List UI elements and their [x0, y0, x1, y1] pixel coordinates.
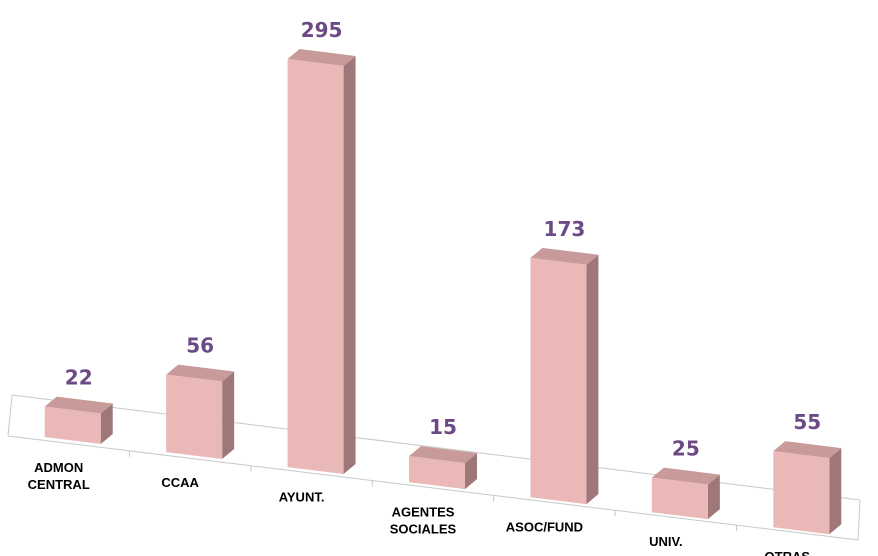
bar-top: [287, 49, 356, 66]
bar-front: [773, 451, 830, 535]
bar-top: [773, 441, 842, 459]
bar-value-label: 22: [65, 366, 93, 390]
bars-group: [44, 49, 842, 535]
bar-front: [530, 257, 587, 505]
floor-left-edge: [7, 394, 13, 437]
bar-top: [409, 446, 477, 464]
category-label-line: CENTRAL: [28, 477, 90, 492]
category-label-line: AGENTES: [392, 504, 455, 519]
bar-front: [166, 374, 223, 460]
category-label-line: UNIV.: [649, 534, 682, 549]
category-label-line: ASOC/FUND: [506, 519, 583, 534]
bar-front: [44, 406, 101, 444]
bar: [409, 446, 477, 490]
bar-value-label: 15: [429, 415, 457, 439]
category-label: AYUNT.: [279, 490, 325, 505]
bar: [530, 247, 599, 505]
category-label: CCAA: [161, 475, 199, 490]
floor-front-edge: [7, 435, 859, 541]
bar-side: [100, 403, 113, 444]
value-labels-group: 22 56 295 15 173 25 55: [65, 18, 821, 461]
category-label: AGENTES SOCIALES: [390, 504, 457, 536]
category-labels-group: ADMON CENTRAL CCAA AYUNT. AGENTES SOCIALES ASO…: [28, 460, 811, 556]
category-label-line: SOCIALES: [390, 521, 457, 536]
bar: [44, 396, 113, 444]
category-label: OTRAS: [765, 549, 811, 556]
bar-value-label: 56: [186, 334, 214, 358]
bar-side: [586, 254, 599, 505]
bar: [651, 467, 720, 520]
bar-front: [409, 456, 465, 490]
bar-top: [166, 364, 235, 382]
category-label: ADMON CENTRAL: [28, 460, 90, 492]
bar-side: [707, 474, 720, 520]
category-label-line: ADMON: [34, 460, 83, 475]
bar-value-label: 55: [793, 410, 821, 434]
bar-front: [651, 477, 708, 520]
bar-value-label: 25: [672, 437, 700, 461]
bar-side: [343, 55, 356, 475]
bar-front: [287, 59, 344, 475]
category-label-line: AYUNT.: [279, 490, 325, 505]
category-label-line: CCAA: [161, 475, 199, 490]
category-label: UNIV.: [649, 534, 682, 549]
bar: [287, 49, 356, 475]
category-label-line: OTRAS: [765, 549, 811, 556]
bar-value-label: 173: [544, 217, 586, 241]
bar-top: [530, 247, 599, 265]
bar-side: [465, 453, 477, 490]
bar: [166, 364, 235, 460]
bar-value-label: 295: [301, 18, 343, 42]
category-label: ASOC/FUND: [506, 519, 583, 534]
bar-top: [651, 467, 720, 485]
floor-right-edge: [857, 499, 861, 541]
bar-top: [44, 396, 113, 414]
bar: [773, 441, 842, 535]
bar-side: [829, 448, 842, 535]
bar-side: [222, 371, 235, 460]
